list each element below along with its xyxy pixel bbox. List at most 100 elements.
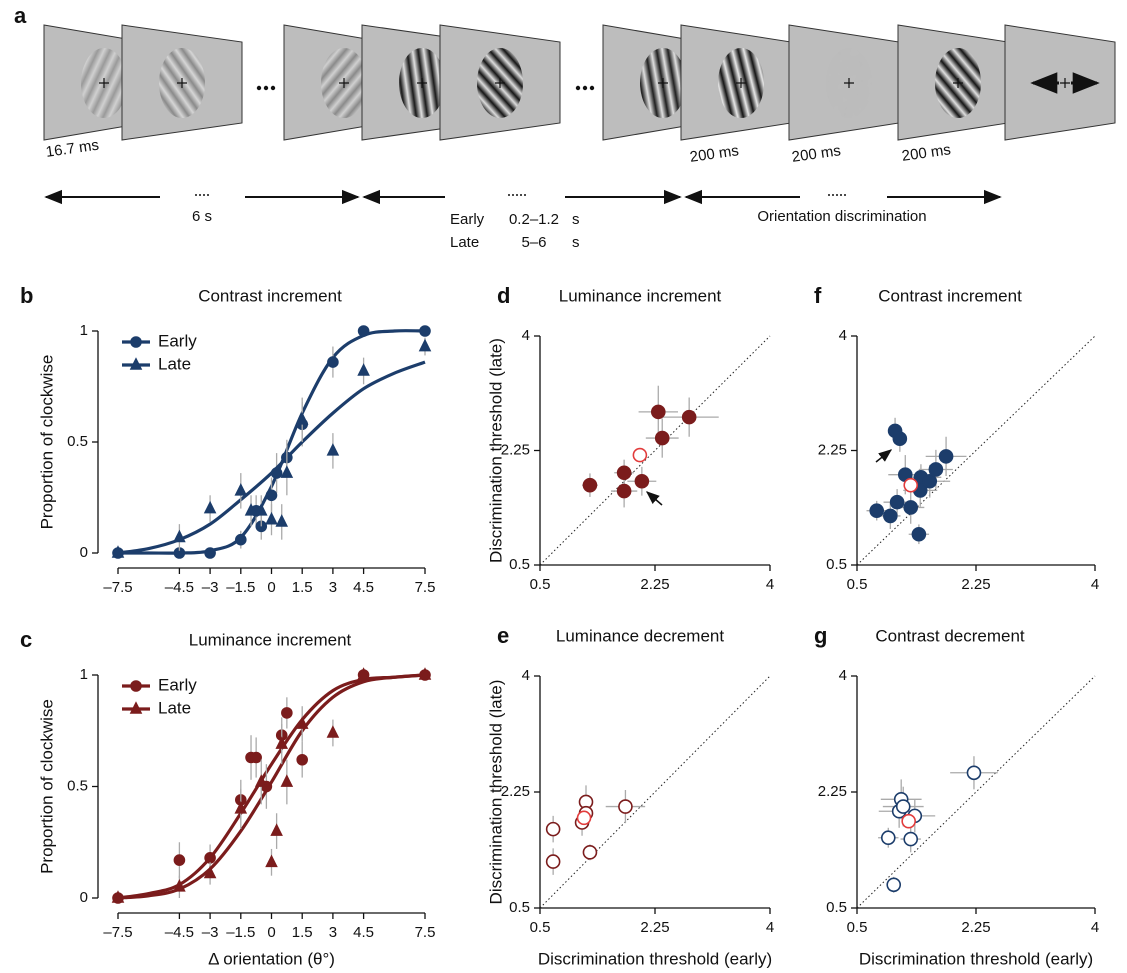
legend-marker [129,357,143,370]
x-tick-label: 1.5 [292,579,313,596]
adapt-duration: 6 s [192,208,212,225]
chart: b Contrast increment Proportion of clockwi… [20,283,435,596]
y-tick-label: 4 [839,667,847,684]
y-tick-label: 1 [80,322,88,339]
y-tick-label: 0.5 [509,899,530,916]
x-tick-label: 2.25 [640,576,669,593]
data-point [886,877,902,893]
duration: 200 ms [901,141,952,165]
y-tick-label: 0.5 [826,899,847,916]
chart: g Contrast decrement Discrimination thresh… [814,623,1099,969]
duration: 16.7 ms [45,137,100,161]
x-tick-label: –1.5 [226,924,255,941]
chart-title: Luminance increment [559,286,722,305]
data-point [235,533,247,546]
duration: 200 ms [689,142,740,166]
data-point [111,545,125,558]
x-tick-label: –3 [202,924,219,941]
data-point [265,489,278,502]
fit-curve [117,360,426,555]
data-point [901,813,916,829]
panel-a: a 16.7 ms 200 ms 200 ms 200 ms 6 s Early… [14,3,1002,251]
plots: b Contrast increment Proportion of clockwi… [20,283,1099,969]
x-axis-label: Discrimination threshold (early) [859,949,1093,968]
data-point [903,477,919,493]
data-point [234,483,248,496]
fixation [99,78,109,88]
data-point [173,879,186,892]
x-tick-label: 2.25 [640,919,669,936]
data-point [903,500,919,515]
fixation [339,78,349,88]
x-tick-label: 2.25 [961,576,990,593]
data-point [357,667,370,680]
x-tick-label: 0.5 [530,576,551,593]
panel-label: c [20,627,32,652]
legend-label: Late [158,698,191,717]
data-point [895,799,911,814]
data-point [903,831,919,847]
data-point [681,409,697,425]
panel-label: f [814,283,822,308]
fixation [953,78,963,88]
data-point [654,430,670,446]
data-point [111,890,125,903]
data-point [326,725,340,738]
chart-title: Luminance decrement [556,626,724,645]
early-range: 0.2–1.2 [509,211,559,228]
y-tick-label: 0 [80,544,88,561]
data-point [618,799,633,814]
panel-label: d [497,283,510,308]
data-point [582,477,598,493]
x-tick-label: 7.5 [415,924,436,941]
data-point [418,667,432,680]
y-tick-label: 2.25 [501,783,530,800]
data-point [327,356,339,368]
y-tick-label: 0.5 [67,777,88,794]
x-tick-label: 1.5 [292,924,313,941]
data-point [616,483,632,499]
annotation-arrows [645,449,893,506]
x-tick-label: 4 [766,576,774,593]
data-point [966,765,982,781]
panel-label: g [814,623,827,648]
duration: 200 ms [791,142,842,166]
early-label: Early [450,211,485,228]
data-point [632,447,648,463]
x-tick-label: 0 [267,924,275,941]
data-point [265,511,278,525]
data-point [254,503,268,516]
panel-label: a [14,3,27,28]
y-tick-label: 2.25 [501,441,530,458]
data-point [203,500,217,514]
early-unit: s [572,211,580,228]
data-point [911,526,927,542]
y-tick-label: 4 [522,667,530,684]
y-tick-label: 4 [839,327,847,344]
x-tick-label: 0.5 [530,919,551,936]
data-point [892,431,908,447]
x-axis-label: Δ orientation (θ°) [208,949,335,968]
y-tick-label: 2.25 [818,441,847,458]
legend-label: Early [158,675,197,694]
identity-line [856,335,1096,566]
data-point [250,751,262,764]
data-point [234,801,248,814]
data-point [295,412,309,425]
data-point [203,865,217,879]
late-label: Late [450,234,479,251]
x-tick-label: –7.5 [103,924,132,941]
x-tick-label: 3 [329,579,337,596]
x-tick-label: 2.25 [961,919,990,936]
data-point [650,404,666,420]
data-point [616,465,632,481]
chart-title: Luminance increment [189,630,352,649]
fixation [417,78,427,88]
data-point [582,845,598,860]
x-tick-label: 0.5 [847,576,868,593]
x-tick-label: 7.5 [415,579,436,596]
data-point [173,854,186,866]
x-tick-label: –7.5 [103,579,132,596]
data-point [326,443,340,456]
data-point [545,821,561,837]
